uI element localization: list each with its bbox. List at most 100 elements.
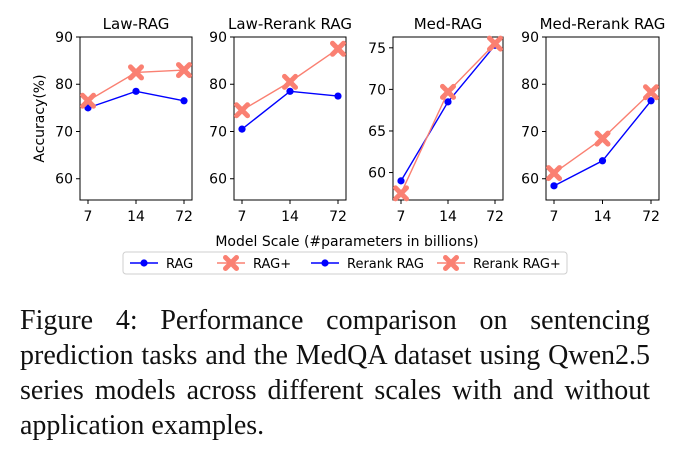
y-tick-label: 90 [521,30,539,46]
series-rerank-rag- [234,40,346,119]
x-tick-label: 14 [281,209,299,225]
x-marker-stroke [128,64,144,81]
plot-frame [233,36,347,201]
series-rag- [393,35,503,202]
data-point [397,177,405,185]
y-tick-label: 90 [55,30,73,46]
x-marker-stroke [594,130,611,147]
x-tick-label: 72 [175,209,193,225]
x-marker-stroke [487,35,503,52]
x-axis-label: Model Scale (#parameters in billions) [215,234,478,250]
series-rag- [80,62,192,109]
subplot-title: Law-RAG [103,15,170,33]
legend-item: Rerank RAG [311,257,424,272]
y-tick-label: 70 [368,82,386,98]
subplot-2: Law-Rerank RAG 60 70 80 90 7 14 72 [209,15,352,225]
y-tick-label: 75 [368,41,386,57]
series-rerank-rag [550,97,655,190]
legend-marker [321,259,329,267]
subplot-1: Law-RAG 60 70 80 90 7 14 72 Accuracy(%) [32,15,193,225]
x-tick-label: 14 [594,209,612,225]
data-point [132,87,140,95]
y-tick-label: 60 [55,172,73,188]
data-point [334,92,342,100]
legend-label: Rerank RAG+ [473,257,561,272]
x-marker-stroke [443,255,459,271]
x-tick-label: 7 [397,209,406,225]
x-tick-label: 14 [439,209,457,225]
y-tick-label: 90 [209,30,227,46]
y-tick-label: 60 [521,172,539,188]
x-tick-label: 72 [486,209,504,225]
subplot-title: Med-RAG [414,15,483,33]
subplot-4: Med-Rerank RAG 60 70 80 90 7 14 72 [521,15,665,225]
series-line [553,100,652,187]
x-tick-label: 14 [127,209,145,225]
series-rag [84,87,188,112]
x-marker-stroke [330,40,346,57]
x-tick-label: 7 [84,209,93,225]
legend: RAG RAG+ Rerank RAG Rerank RAG+ [122,251,568,275]
data-point-x [128,64,144,81]
data-point [180,97,188,105]
series-line [241,90,339,130]
figure-caption: Figure 4: Performance comparison on sent… [20,305,650,441]
series-line [400,43,496,194]
x-marker-stroke [234,102,250,119]
y-tick-label: 80 [55,77,73,93]
data-point [238,125,246,133]
data-point [550,182,558,190]
x-marker-stroke [176,62,192,79]
series-rerank-rag [238,87,342,133]
legend-item: Rerank RAG+ [437,255,561,272]
y-tick-label: 60 [368,166,386,182]
x-marker-stroke [223,255,239,271]
x-marker-stroke [546,165,562,182]
legend-item: RAG+ [217,255,291,272]
legend-label: RAG [166,257,193,272]
x-marker-stroke [80,92,96,109]
data-point-x [643,84,659,101]
series-rerank-rag- [546,84,659,182]
data-point-x [594,130,611,147]
subplot-title: Med-Rerank RAG [540,15,666,33]
x-marker-stroke [393,185,409,202]
y-tick-label: 80 [521,77,539,93]
plot-frame [545,36,660,201]
y-tick-label: 70 [521,124,539,140]
figure: Law-RAG 60 70 80 90 7 14 72 Accuracy(%) Law-Reran… [32,15,665,275]
data-point-x [330,40,346,57]
plot-frame [79,36,193,201]
data-point [598,157,607,165]
x-tick-label: 7 [550,209,559,225]
legend-marker-x [443,255,459,271]
data-point-x [546,165,562,182]
subplot-3: Med-RAG 60 65 70 75 7 14 72 [368,15,504,225]
series-line [400,44,496,182]
y-tick-label: 80 [209,77,227,93]
data-point [286,87,294,95]
x-marker-stroke [440,83,456,100]
legend-marker-x [223,255,239,271]
series-rag [397,41,499,185]
data-point-x [234,102,250,119]
data-point-x [282,73,298,90]
y-axis-label: Accuracy(%) [32,74,48,162]
data-point-x [393,185,409,202]
x-marker-stroke [282,73,298,90]
data-point-x [487,35,503,52]
y-tick-label: 60 [209,172,227,188]
x-tick-label: 72 [642,209,660,225]
y-tick-label: 70 [209,124,227,140]
legend-label: Rerank RAG [347,257,424,272]
data-point-x [440,83,456,100]
y-tick-label: 65 [368,124,386,140]
x-tick-label: 7 [238,209,247,225]
x-marker-stroke [643,84,659,101]
x-tick-label: 72 [329,209,347,225]
data-point [444,98,452,106]
legend-marker [140,259,148,267]
subplot-title: Law-Rerank RAG [228,15,352,33]
legend-item: RAG [130,257,193,272]
data-point-x [80,92,96,109]
